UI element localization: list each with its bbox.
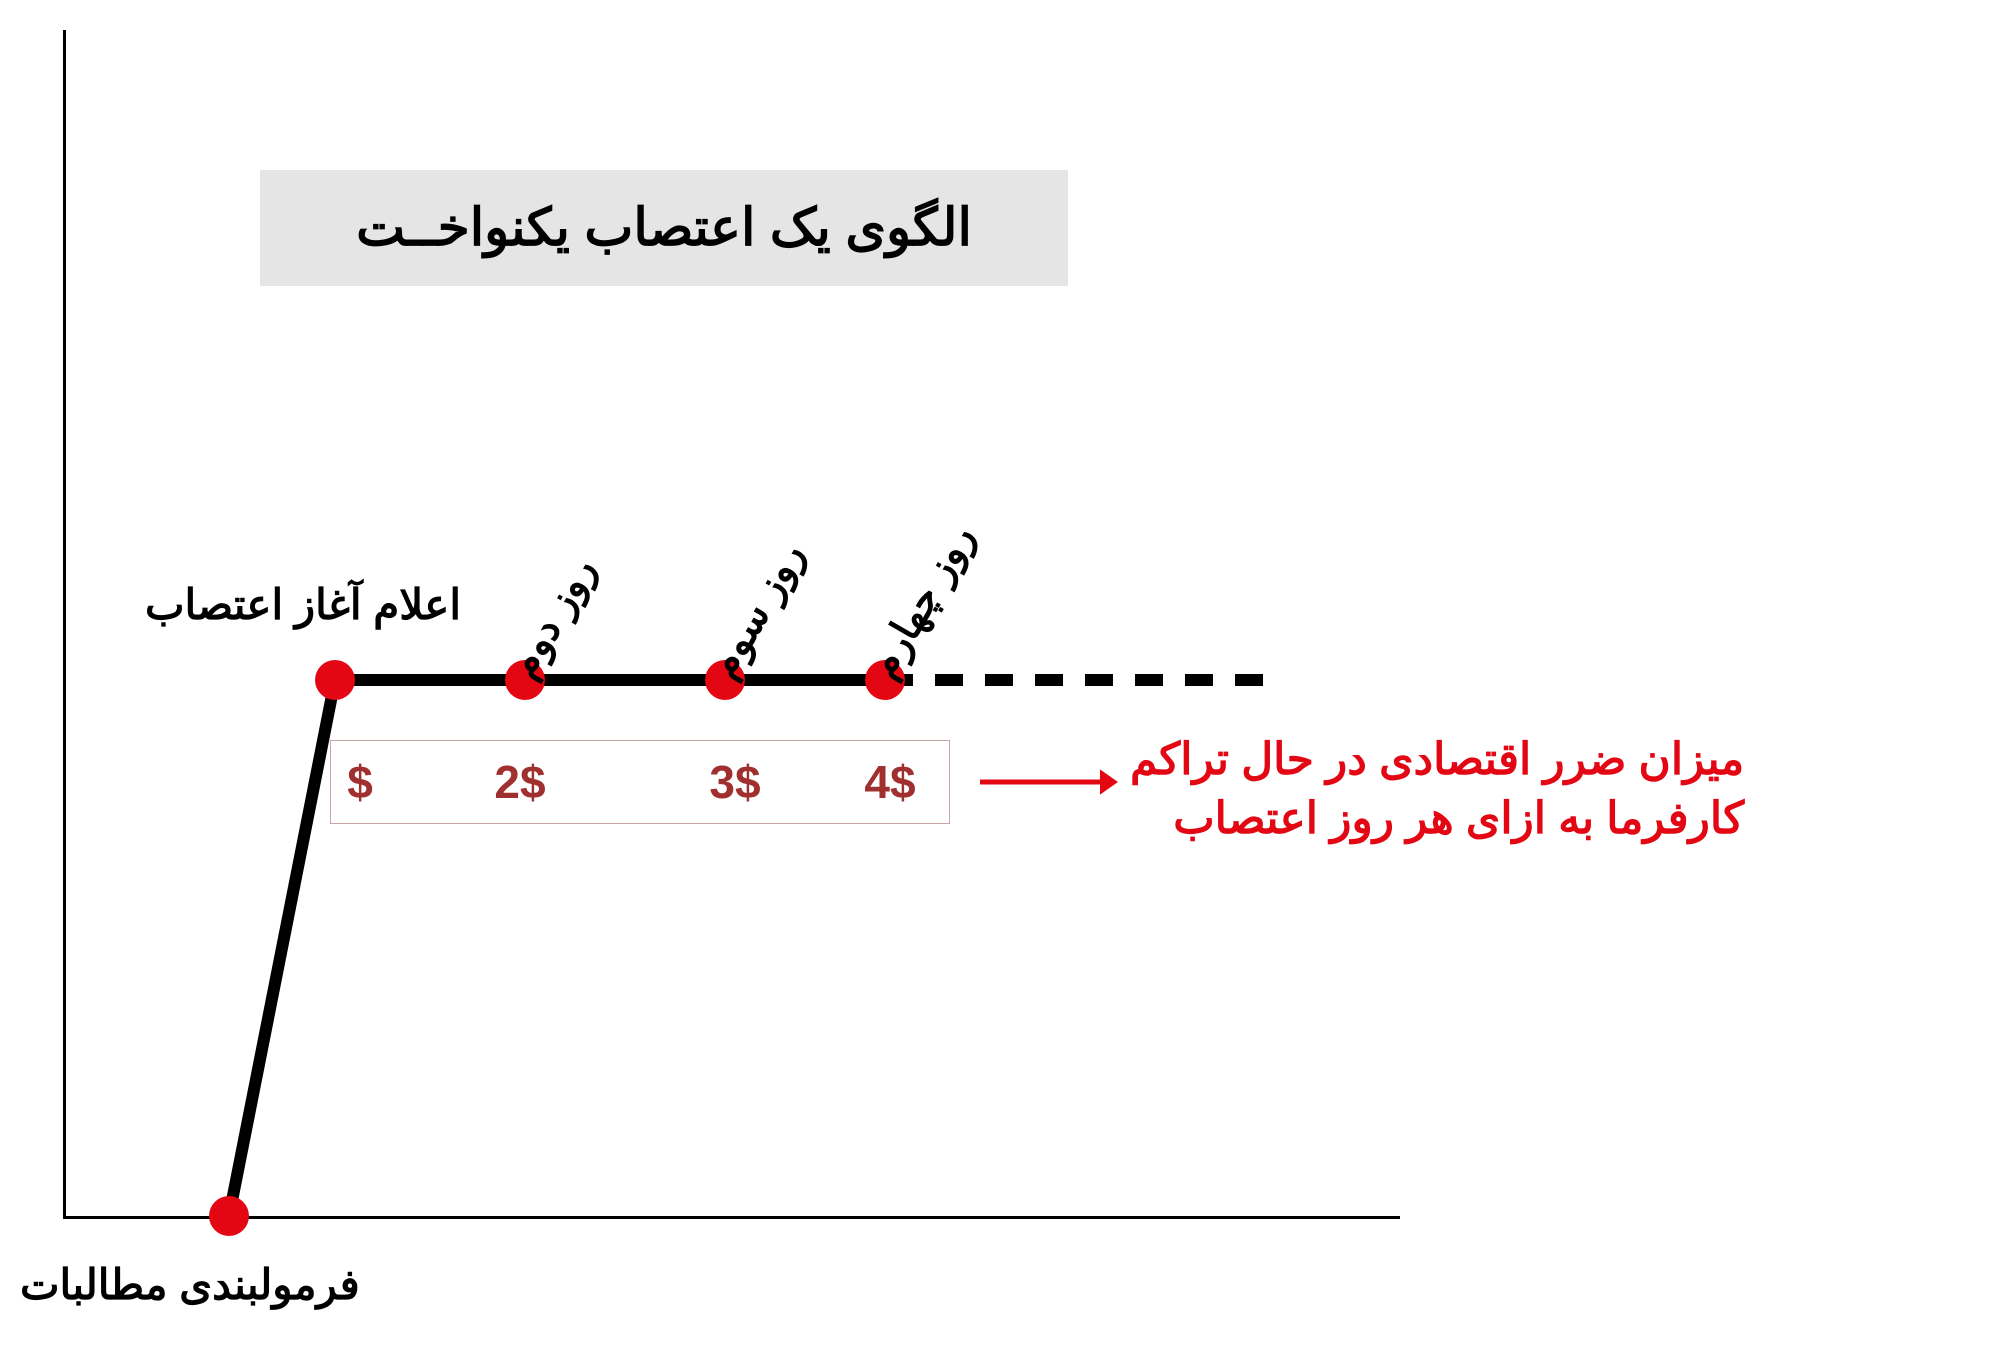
annotation-line2: کارفرما به ازای هر روز اعتصاب [1173,794,1744,843]
arrow-icon [0,0,1991,1363]
annotation-text: میزان ضرر اقتصادی در حال تراکم کارفرما ب… [1130,730,1744,849]
annotation-line1: میزان ضرر اقتصادی در حال تراکم [1130,735,1744,784]
diagram-stage: الگوی یک اعتصاب یکنواخــت اعلام آغاز اعت… [0,0,1991,1363]
